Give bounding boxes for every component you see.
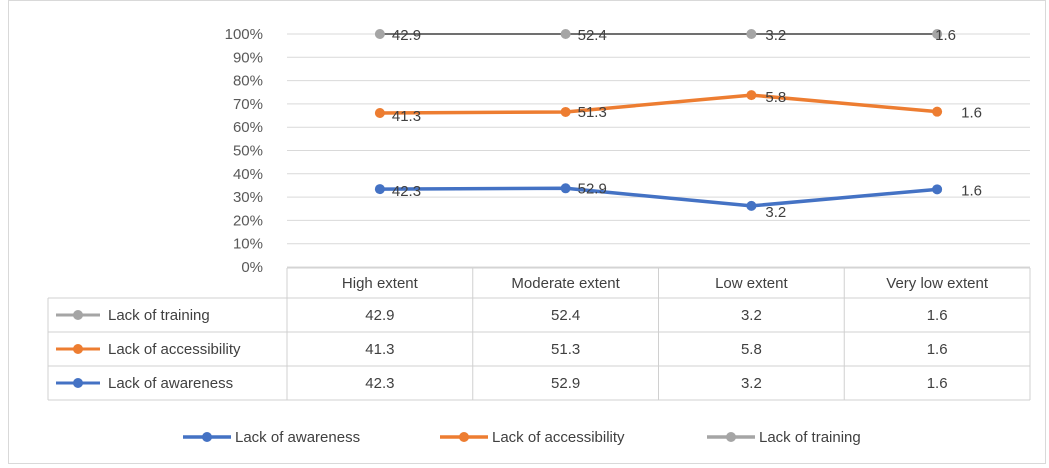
data-point	[560, 183, 571, 194]
y-tick-label: 30%	[233, 189, 263, 206]
y-tick-label: 10%	[233, 236, 263, 253]
y-tick-label: 100%	[225, 26, 263, 43]
data-label: 1.6	[961, 182, 982, 199]
data-point	[374, 29, 385, 39]
data-point	[560, 106, 571, 117]
legend-entry: Lack of accessibility	[492, 429, 625, 446]
data-label: 5.8	[765, 89, 786, 106]
data-label: 42.9	[392, 27, 421, 44]
table-cell: 1.6	[927, 375, 948, 392]
y-tick-label: 70%	[233, 96, 263, 113]
data-point	[374, 108, 385, 119]
chart-frame	[8, 0, 1046, 464]
y-tick-label: 0%	[241, 259, 263, 276]
table-cell: 52.9	[551, 375, 580, 392]
legend-key-marker	[726, 432, 736, 442]
table-row-label: Lack of training	[108, 307, 210, 324]
data-point	[746, 29, 757, 39]
legend-entry: Lack of training	[759, 429, 861, 446]
table-cell: 1.6	[927, 307, 948, 324]
y-tick-label: 60%	[233, 119, 263, 136]
data-point	[746, 90, 757, 101]
y-tick-label: 20%	[233, 212, 263, 229]
legend-entry: Lack of awareness	[235, 429, 360, 446]
category-label: Very low extent	[886, 275, 989, 292]
data-label: 3.2	[765, 204, 786, 221]
data-point	[746, 200, 757, 211]
table-cell: 52.4	[551, 307, 580, 324]
table-legend-key-marker	[73, 344, 83, 354]
series-line	[379, 93, 938, 115]
legend-key-marker	[459, 432, 469, 442]
table-legend-key-marker	[73, 378, 83, 388]
y-tick-label: 90%	[233, 49, 263, 66]
data-point	[374, 184, 385, 195]
y-tick-label: 50%	[233, 143, 263, 160]
data-label: 42.3	[392, 183, 421, 200]
category-label: Moderate extent	[511, 275, 620, 292]
table-cell: 1.6	[927, 341, 948, 358]
data-point	[560, 29, 571, 39]
data-label: 1.6	[935, 27, 956, 44]
table-row-label: Lack of awareness	[108, 375, 233, 392]
table-cell: 3.2	[741, 307, 762, 324]
category-label: Low extent	[715, 275, 788, 292]
data-label: 52.9	[578, 180, 607, 197]
table-cell: 42.3	[365, 375, 394, 392]
table-cell: 51.3	[551, 341, 580, 358]
series-line	[379, 186, 938, 208]
table-cell: 41.3	[365, 341, 394, 358]
table-row-label: Lack of accessibility	[108, 341, 241, 358]
data-label: 52.4	[578, 27, 607, 44]
legend-key-marker	[202, 432, 212, 442]
y-tick-label: 40%	[233, 166, 263, 183]
table-cell: 5.8	[741, 341, 762, 358]
data-point	[932, 29, 943, 39]
table-cell: 3.2	[741, 375, 762, 392]
data-point	[932, 106, 943, 117]
category-label: High extent	[342, 275, 419, 292]
data-label: 41.3	[392, 108, 421, 125]
data-point	[932, 184, 943, 195]
y-tick-label: 80%	[233, 73, 263, 90]
table-legend-key-marker	[73, 310, 83, 320]
data-label: 1.6	[961, 105, 982, 122]
table-cell: 42.9	[365, 307, 394, 324]
data-label: 51.3	[578, 104, 607, 121]
data-label: 3.2	[765, 27, 786, 44]
